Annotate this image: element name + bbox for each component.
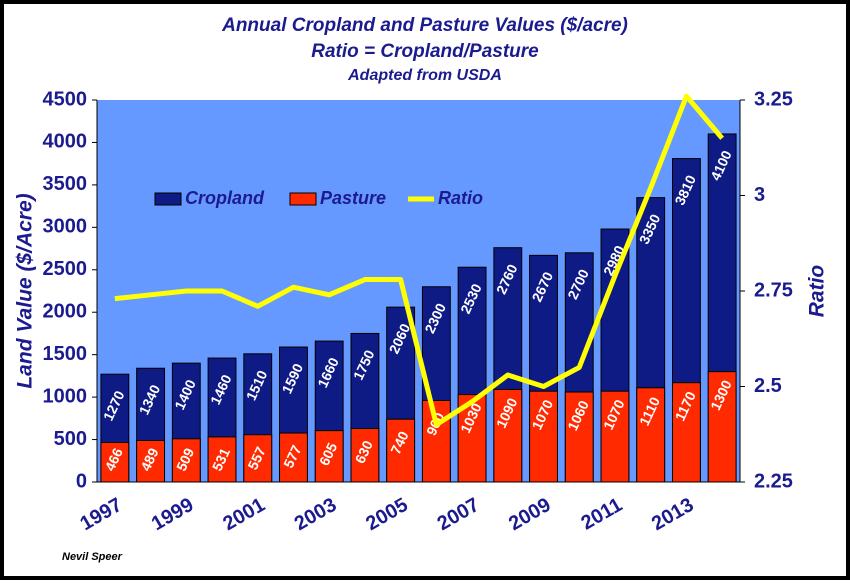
line [114,93,725,428]
y-tick-label: 2000 [43,301,88,323]
y-tick-label: 500 [54,428,87,450]
bar [386,418,416,483]
y-tick-label: 3000 [43,216,88,238]
y-tick-label: 4500 [43,88,88,110]
y-axis-label: Land Value ($/Acre) [14,193,37,388]
source: Nevil Speer [62,551,123,563]
legend-label: Cropland [185,188,265,208]
bar [636,387,666,483]
bar [421,400,451,483]
legend-label: Ratio [438,188,483,208]
bar [671,382,701,483]
y2-tick-label: 2.75 [754,279,793,301]
chart-title: Annual Cropland and Pasture Values ($/ac… [221,15,628,36]
y2-tick-label: 3 [754,184,765,206]
bar [279,432,308,483]
bar [600,390,630,483]
legend-swatch [154,192,182,206]
y-tick-label: 1000 [43,385,88,407]
y-tick-label: 2500 [43,258,88,280]
bar [207,436,237,483]
chart-subtitle: Ratio = Cropland/Pasture [311,41,539,62]
bar [136,439,166,483]
y-tick-label: 3500 [43,173,88,195]
y-tick-label: 0 [76,470,87,492]
bar [350,428,380,483]
y2-tick-label: 3.25 [754,88,793,110]
y2-axis-label: Ratio [806,265,829,318]
bar [493,388,523,483]
legend-swatch [289,192,317,206]
chart-note: Adapted from USDA [347,67,502,84]
y2-tick-label: 2.25 [754,470,793,492]
y-tick-label: 1500 [43,343,88,365]
y-tick-label: 4000 [43,131,88,153]
bar [314,430,344,483]
legend-label: Pasture [320,188,386,208]
bar [707,371,737,483]
y2-tick-label: 2.5 [754,375,782,397]
bar [171,438,201,483]
